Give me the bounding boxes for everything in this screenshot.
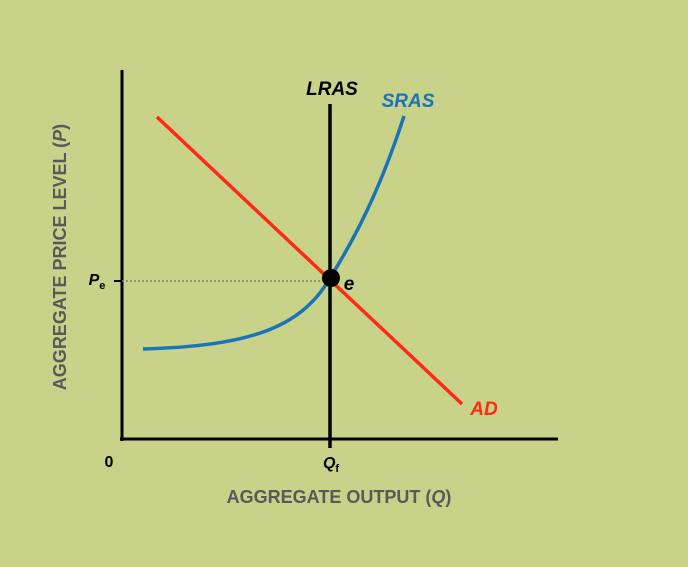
y-axis-title-text: AGGREGATE PRICE LEVEL (: [50, 142, 70, 390]
y-axis-title-close: ): [50, 124, 70, 130]
sras-label: SRAS: [382, 91, 435, 112]
y-tick-sub: e: [99, 280, 105, 292]
x-tick-sub: f: [335, 463, 339, 475]
x-axis-title-text: AGGREGATE OUTPUT (: [227, 487, 432, 507]
x-tick-main: Q: [323, 455, 336, 472]
y-tick-label: Pe: [89, 272, 106, 292]
y-axis-title-var: P: [50, 129, 70, 142]
x-axis-title-close: ): [445, 487, 451, 507]
ad-label: AD: [469, 399, 498, 420]
y-axis-title: AGGREGATE PRICE LEVEL (P): [50, 124, 70, 390]
x-axis-title: AGGREGATE OUTPUT (Q): [227, 487, 452, 507]
equilibrium-label: e: [344, 274, 355, 295]
y-tick-main: P: [89, 272, 100, 289]
lras-label: LRAS: [306, 79, 358, 100]
ad-line: [155, 115, 464, 406]
origin-label: 0: [105, 454, 114, 471]
x-axis-title-var: Q: [431, 487, 445, 507]
equilibrium-point: [322, 269, 340, 287]
x-tick-label: Qf: [323, 455, 339, 475]
